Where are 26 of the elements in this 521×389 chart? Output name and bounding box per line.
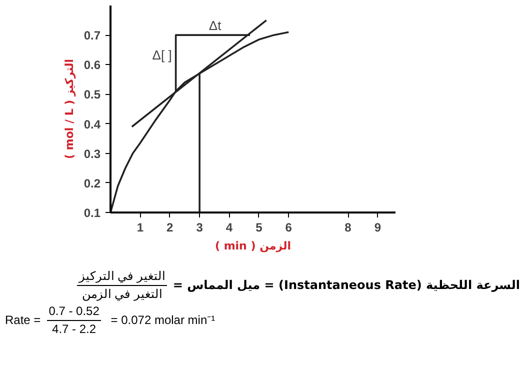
text: 0.7 - 0.52 <box>46 303 102 322</box>
x-tick-label: 9 <box>374 220 382 234</box>
y-tick-label: 0.3 <box>84 146 101 161</box>
x-tick-label: 3 <box>196 220 204 234</box>
annotation: Δt <box>208 18 222 34</box>
text: Rate = <box>5 313 41 328</box>
y-tick-label: 0.5 <box>84 88 101 102</box>
text: السرعة اللحظية (Instantaneous Rate) = ميل المماس = <box>172 278 520 292</box>
y-tick-label: 0.2 <box>84 176 101 190</box>
y-axis-title: ( mol / L ) التركيز <box>62 58 76 159</box>
x-tick-label: 4 <box>226 220 233 234</box>
x-axis-title: ( min ) الزمن <box>214 240 292 252</box>
text: التغير في التركيز <box>77 268 167 286</box>
y-tick-label: 0.4 <box>84 117 101 132</box>
text: = 0.072 molar min⁻¹ <box>110 313 216 328</box>
x-tick-label: 1 <box>136 220 144 234</box>
y-tick-label: 0.1 <box>84 206 101 220</box>
text: التغير في الزمن <box>81 286 163 304</box>
y-tick-label: 0.7 <box>84 28 101 43</box>
x-tick-label: 8 <box>344 220 352 234</box>
x-tick-label: 6 <box>285 220 292 234</box>
x-tick-label: 5 <box>256 220 263 234</box>
annotation: Δ[ ] <box>152 48 172 63</box>
text: 4.7 - 2.2 <box>51 321 98 338</box>
y-tick-label: 0.6 <box>84 58 101 72</box>
x-tick-label: 2 <box>166 220 174 234</box>
